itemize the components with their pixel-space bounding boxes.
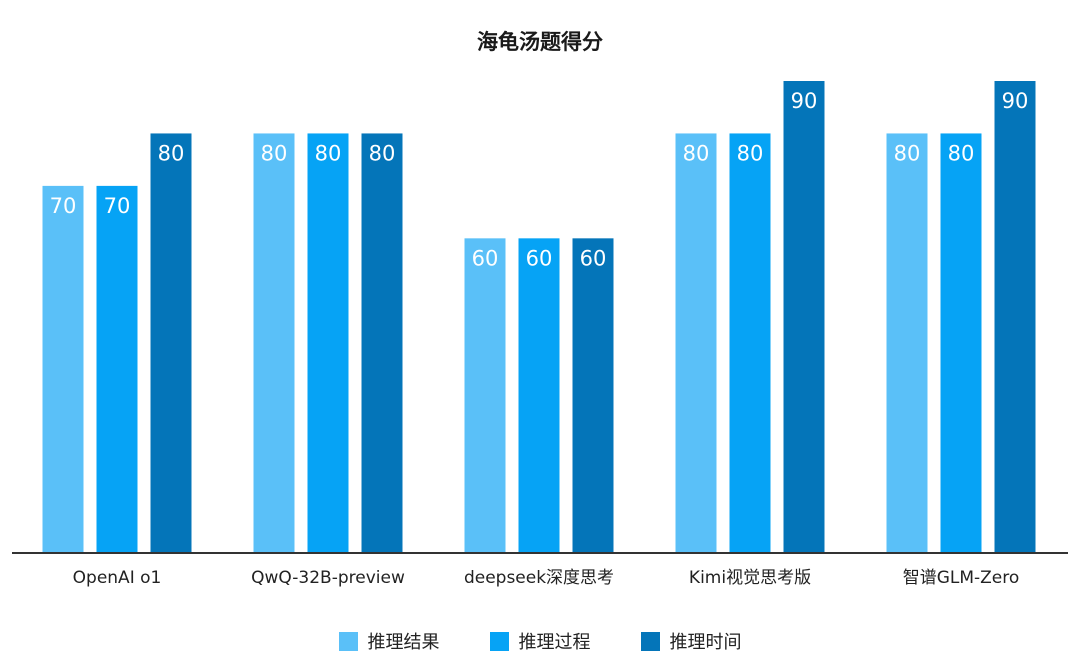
x-tick-label: deepseek深度思考 — [464, 568, 614, 588]
bar — [253, 133, 295, 553]
bar-value-label: 90 — [1002, 89, 1029, 113]
x-tick-label: 智谱GLM-Zero — [903, 568, 1020, 588]
legend-label: 推理时间 — [669, 632, 742, 653]
bar-value-label: 60 — [472, 246, 499, 270]
legend-label: 推理结果 — [367, 632, 440, 653]
legend-swatch — [338, 631, 358, 651]
bar-value-label: 80 — [315, 141, 342, 165]
bar — [675, 133, 717, 553]
x-tick-label: OpenAI o1 — [73, 568, 162, 588]
bar-value-label: 60 — [526, 246, 553, 270]
bar — [886, 133, 928, 553]
bar-value-label: 70 — [104, 194, 131, 218]
bar — [994, 81, 1036, 553]
bar — [42, 185, 84, 553]
x-tick-label: Kimi视觉思考版 — [689, 568, 811, 588]
bar — [464, 238, 506, 554]
bar — [729, 133, 771, 553]
bar-value-label: 80 — [261, 141, 288, 165]
bar — [518, 238, 560, 554]
bar — [96, 185, 138, 553]
bar-value-label: 60 — [580, 246, 607, 270]
legend-item: 推理结果 — [338, 628, 440, 654]
bar-value-label: 80 — [683, 141, 710, 165]
legend-swatch — [640, 631, 660, 651]
bar-value-label: 80 — [737, 141, 764, 165]
bar — [307, 133, 349, 553]
bar-value-label: 90 — [791, 89, 818, 113]
bar — [783, 81, 825, 553]
legend: 推理结果 推理过程 推理时间 — [0, 628, 1080, 654]
legend-item: 推理过程 — [489, 628, 591, 654]
chart-title: 海龟汤题得分 — [477, 30, 603, 54]
bar-value-label: 70 — [50, 194, 77, 218]
bar — [940, 133, 982, 553]
bar-value-label: 80 — [369, 141, 396, 165]
bar — [361, 133, 403, 553]
bar — [150, 133, 192, 553]
legend-swatch — [489, 631, 509, 651]
bar-value-label: 80 — [948, 141, 975, 165]
bar-value-label: 80 — [158, 141, 185, 165]
x-tick-label: QwQ-32B-preview — [251, 568, 405, 588]
bar — [572, 238, 614, 554]
legend-label: 推理过程 — [518, 632, 591, 653]
legend-item: 推理时间 — [640, 628, 742, 654]
bar-value-label: 80 — [894, 141, 921, 165]
